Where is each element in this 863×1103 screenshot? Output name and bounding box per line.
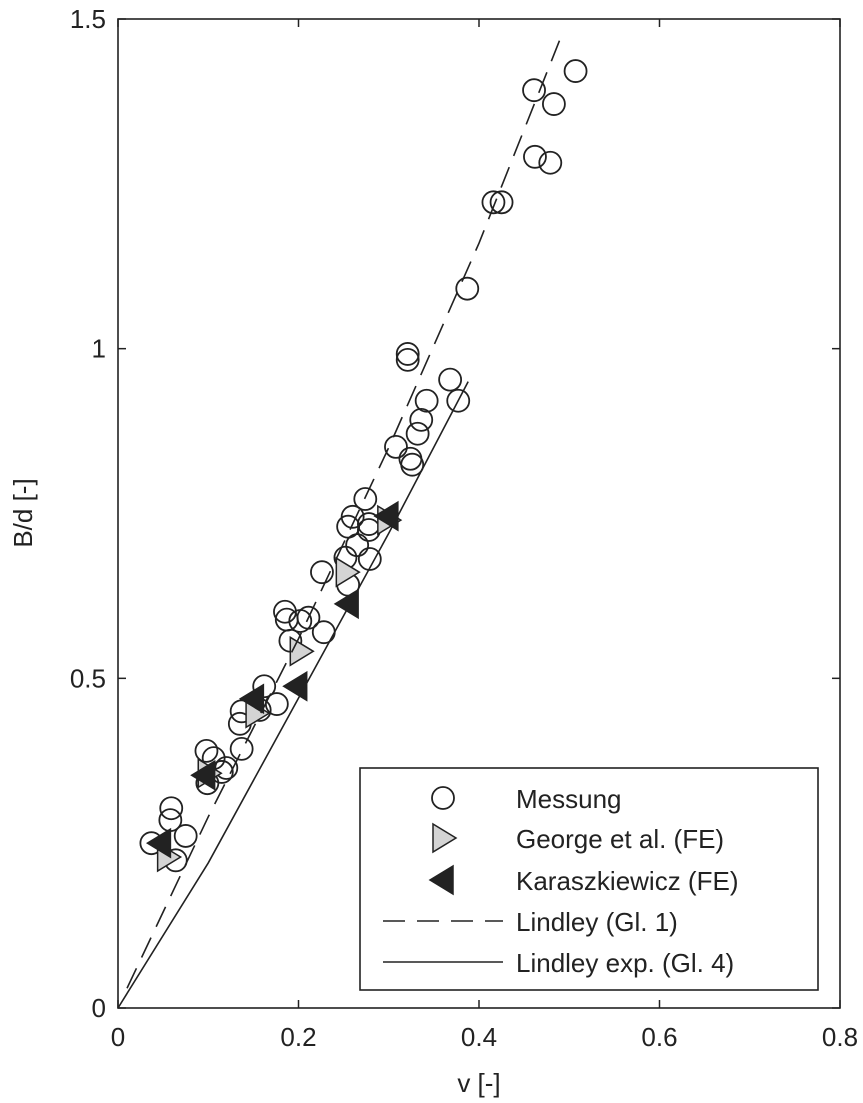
- x-tick-label: 0: [111, 1022, 125, 1052]
- data-point: [522, 78, 546, 103]
- data-point: [159, 796, 184, 821]
- y-axis-label: B/d [-]: [8, 478, 38, 547]
- y-tick-label: 1: [92, 334, 106, 364]
- legend-box: [359, 767, 819, 991]
- data-point: [145, 827, 172, 859]
- data-point: [238, 683, 265, 715]
- data-point: [252, 674, 277, 699]
- series-4: [117, 381, 469, 1009]
- legend-entry: George et al. (FE): [432, 822, 724, 854]
- legend-entry: Karaszkiewicz (FE): [428, 864, 738, 896]
- data-point: [273, 599, 297, 624]
- data-point: [446, 388, 471, 413]
- line-lindley-exp-gl-4-: [117, 381, 469, 1009]
- data-point: [311, 620, 336, 645]
- data-point: [282, 670, 308, 702]
- legend-entry: Messung: [431, 784, 622, 814]
- y-tick-label: 0.5: [70, 663, 106, 693]
- legend-marker: [432, 822, 458, 854]
- data-point: [190, 759, 216, 791]
- series-0: [139, 59, 588, 873]
- data-point: [353, 487, 378, 511]
- data-point: [400, 452, 425, 477]
- data-point: [384, 435, 408, 459]
- y-tick-label: 0: [92, 993, 106, 1023]
- data-point: [542, 92, 566, 116]
- legend-label: George et al. (FE): [516, 824, 724, 854]
- data-point: [356, 518, 381, 542]
- data-point: [194, 738, 219, 763]
- data-point: [481, 190, 506, 215]
- data-point: [173, 824, 198, 848]
- legend-marker: [431, 786, 455, 810]
- data-point: [335, 556, 361, 588]
- x-tick-label: 0.2: [280, 1022, 316, 1052]
- legend-label: Lindley exp. (Gl. 4): [516, 948, 734, 978]
- legend-entry: Lindley (Gl. 1): [383, 907, 678, 937]
- data-point: [523, 144, 547, 169]
- data-point: [395, 347, 420, 372]
- legend-entry: Lindley exp. (Gl. 4): [383, 948, 734, 978]
- data-point: [288, 609, 313, 633]
- data-point: [438, 367, 463, 392]
- legend-label: Lindley (Gl. 1): [516, 907, 678, 937]
- data-point: [409, 407, 434, 432]
- data-point: [489, 190, 514, 215]
- data-point: [538, 150, 563, 175]
- data-point: [405, 421, 430, 446]
- x-axis-label: v [-]: [457, 1068, 500, 1098]
- data-point: [414, 388, 439, 413]
- data-point: [357, 547, 382, 571]
- axis-ticks: 0 0.2 0.4 0.6 0.8 0 0.5 1 1.5: [70, 4, 858, 1052]
- data-point: [563, 59, 588, 83]
- legend-label: Messung: [516, 784, 622, 814]
- series-3: [126, 38, 561, 989]
- data-point: [310, 560, 334, 585]
- y-tick-label: 1.5: [70, 4, 106, 34]
- line-lindley-gl-1-: [126, 38, 561, 989]
- legend-marker: [428, 864, 454, 896]
- data-point: [455, 276, 480, 301]
- data-point: [345, 533, 370, 558]
- legend: Messung George et al. (FE) Karaszkiewicz (…: [359, 767, 819, 991]
- x-tick-label: 0.8: [822, 1022, 858, 1052]
- plot-marks: [117, 38, 588, 1009]
- series-2: [145, 500, 399, 859]
- x-tick-label: 0.4: [461, 1022, 497, 1052]
- legend-label: Karaszkiewicz (FE): [516, 866, 738, 896]
- data-point: [229, 736, 254, 761]
- x-tick-label: 0.6: [641, 1022, 677, 1052]
- data-point: [395, 342, 420, 366]
